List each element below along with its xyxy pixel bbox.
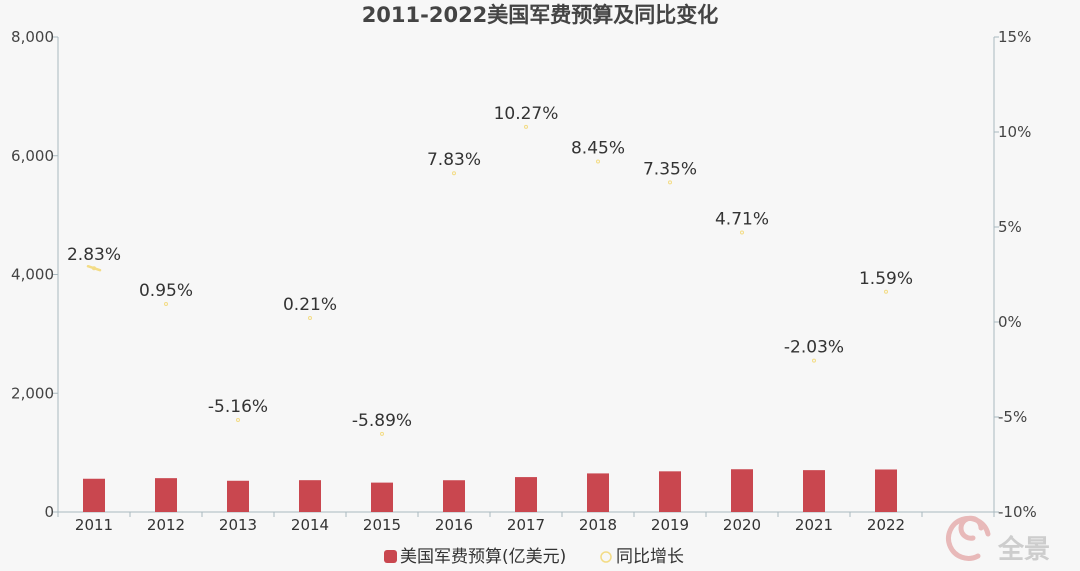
x-tick-label: 2020 — [723, 516, 761, 534]
data-label: 10.27% — [494, 104, 559, 124]
line-point — [308, 316, 312, 321]
x-tick-label: 2017 — [507, 516, 545, 534]
x-tick-label: 2011 — [75, 516, 113, 534]
data-label: 7.83% — [427, 150, 481, 170]
bar — [371, 482, 393, 512]
line-point — [524, 124, 528, 129]
x-tick-label: 2015 — [363, 516, 401, 534]
left-tick-label: 2,000 — [11, 384, 54, 402]
legend-line-swatch — [600, 551, 612, 563]
data-label: 2.83% — [67, 245, 121, 265]
growth-series: 2.83% 0.95% -5.16% 0.21% -5.89% 7.83% 10.27% 8.… — [67, 104, 913, 436]
right-tick-label: -10% — [998, 503, 1037, 521]
x-tick-label: 2019 — [651, 516, 689, 534]
x-tick-label: 2013 — [219, 516, 257, 534]
legend: 美国军费预算(亿美元) 同比增长 — [384, 547, 684, 567]
left-tick-label: 8,000 — [11, 28, 54, 46]
bar — [587, 473, 609, 512]
right-tick-label: -5% — [998, 408, 1027, 426]
data-label: -5.89% — [352, 411, 412, 431]
data-label: 0.95% — [139, 281, 193, 301]
right-tick-label: 10% — [998, 123, 1031, 141]
line-point — [668, 180, 672, 185]
bar — [227, 480, 249, 512]
bar — [875, 469, 897, 512]
data-label: 8.45% — [571, 138, 625, 158]
bar — [299, 480, 321, 512]
x-tick-label: 2021 — [795, 516, 833, 534]
right-tick-label: 0% — [998, 313, 1022, 331]
line-point — [452, 171, 456, 176]
x-tick-label: 2014 — [291, 516, 329, 534]
watermark-text: 全景 — [997, 534, 1050, 565]
line-point — [812, 358, 816, 363]
x-tick-label: 2018 — [579, 516, 617, 534]
bar — [515, 477, 537, 512]
line-point — [884, 289, 888, 294]
line-point — [236, 418, 240, 423]
line-point — [380, 431, 384, 436]
legend-bar-label: 美国军费预算(亿美元) — [400, 547, 566, 567]
line-point — [164, 301, 168, 306]
line-highlight — [86, 264, 102, 272]
data-label: 1.59% — [859, 269, 913, 289]
data-label: -2.03% — [784, 338, 844, 358]
swirl-logo-icon — [946, 515, 991, 561]
x-tick-label: 2016 — [435, 516, 473, 534]
axes: 0 2,000 4,000 6,000 8,000 -10% -5% 0% 5% 10% 15% 20… — [11, 28, 1037, 534]
data-label: 7.35% — [643, 159, 697, 179]
right-tick-label: 5% — [998, 218, 1022, 236]
bar — [803, 470, 825, 512]
line-point — [596, 159, 600, 164]
left-tick-label: 4,000 — [11, 266, 54, 284]
bar — [731, 469, 753, 512]
chart-title: 2011-2022美国军费预算及同比变化 — [362, 3, 719, 27]
left-tick-label: 6,000 — [11, 147, 54, 165]
bar-series — [83, 469, 897, 512]
data-label: -5.16% — [208, 397, 268, 417]
data-label: 4.71% — [715, 210, 769, 230]
right-tick-label: 15% — [998, 28, 1031, 46]
data-label: 0.21% — [283, 295, 337, 315]
legend-line-label: 同比增长 — [616, 547, 684, 567]
left-tick-label: 0 — [44, 503, 54, 521]
line-point — [740, 230, 744, 235]
x-tick-label: 2012 — [147, 516, 185, 534]
bar — [443, 480, 465, 512]
bar — [83, 478, 105, 512]
bar — [155, 478, 177, 512]
legend-bar-swatch — [384, 550, 397, 563]
bar — [659, 471, 681, 512]
watermark: 全景 — [946, 515, 1050, 565]
x-tick-label: 2022 — [867, 516, 905, 534]
